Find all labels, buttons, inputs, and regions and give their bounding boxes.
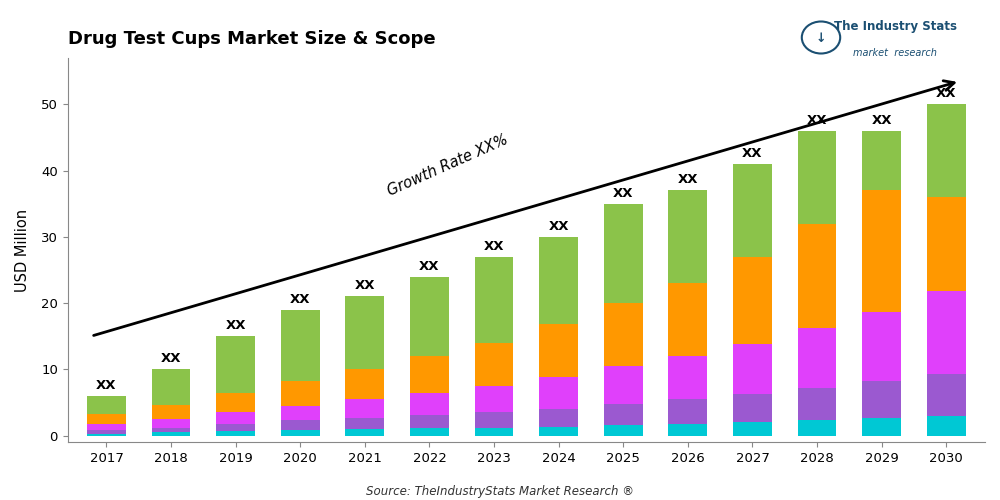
Text: XX: XX [96,379,117,392]
Bar [862,382,901,418]
Bar [152,404,190,419]
Bar [87,424,126,430]
Bar [539,324,578,378]
Bar [862,418,901,436]
Bar [927,374,966,416]
Bar [410,356,449,393]
Bar [668,283,707,356]
Bar [604,404,643,425]
Bar [668,356,707,399]
Text: XX: XX [807,114,827,127]
Bar [216,424,255,431]
Bar [539,427,578,436]
Bar [281,430,320,436]
Bar [733,394,772,421]
Text: XX: XX [742,147,763,160]
Bar [862,190,901,312]
Bar [410,415,449,428]
Text: XX: XX [484,240,504,252]
Text: XX: XX [936,88,956,101]
Y-axis label: USD Million: USD Million [15,208,30,292]
Bar [668,190,707,283]
Bar [281,380,320,406]
Bar [216,392,255,412]
Bar [152,370,190,404]
Text: Drug Test Cups Market Size & Scope: Drug Test Cups Market Size & Scope [68,30,435,48]
Bar [798,224,836,328]
Text: market  research: market research [853,48,937,58]
Text: XX: XX [161,352,181,366]
Text: XX: XX [419,260,440,272]
Bar [152,419,190,428]
Bar [604,303,643,366]
Text: XX: XX [290,293,311,306]
Bar [87,414,126,424]
Bar [604,366,643,404]
Bar [733,344,772,394]
Bar [798,420,836,436]
Text: XX: XX [225,320,246,332]
Text: XX: XX [548,220,569,233]
Bar [475,428,513,436]
Bar [216,431,255,436]
Bar [927,197,966,291]
Bar [87,434,126,436]
Text: The Industry Stats: The Industry Stats [834,20,956,33]
Bar [798,328,836,388]
Text: Growth Rate XX%: Growth Rate XX% [385,132,510,198]
Bar [604,204,643,303]
Bar [475,343,513,386]
Bar [475,412,513,428]
Bar [733,422,772,436]
Bar [281,310,320,380]
Bar [539,378,578,409]
Bar [152,428,190,432]
Bar [668,399,707,423]
Bar [87,396,126,414]
Bar [475,256,513,343]
Bar [345,296,384,370]
Text: XX: XX [871,114,892,127]
Bar [410,392,449,415]
Bar [927,416,966,436]
Bar [216,412,255,424]
Bar [475,386,513,412]
Bar [87,430,126,434]
Bar [862,312,901,382]
Bar [345,418,384,429]
Bar [798,131,836,224]
Text: XX: XX [613,186,634,200]
Bar [539,409,578,427]
Text: Source: TheIndustryStats Market Research ®: Source: TheIndustryStats Market Research… [366,484,634,498]
Text: XX: XX [355,280,375,292]
Bar [539,237,578,324]
Bar [345,399,384,418]
Text: XX: XX [678,174,698,186]
Bar [345,370,384,399]
Bar [152,432,190,436]
Bar [733,164,772,256]
Bar [862,131,901,190]
Bar [733,256,772,344]
Bar [410,276,449,356]
Bar [345,429,384,436]
Bar [927,291,966,374]
Bar [281,406,320,420]
Bar [216,336,255,392]
Bar [410,428,449,436]
Bar [798,388,836,420]
Text: ↓: ↓ [816,32,826,46]
Bar [927,104,966,197]
Bar [281,420,320,430]
Bar [604,425,643,436]
Bar [668,424,707,436]
